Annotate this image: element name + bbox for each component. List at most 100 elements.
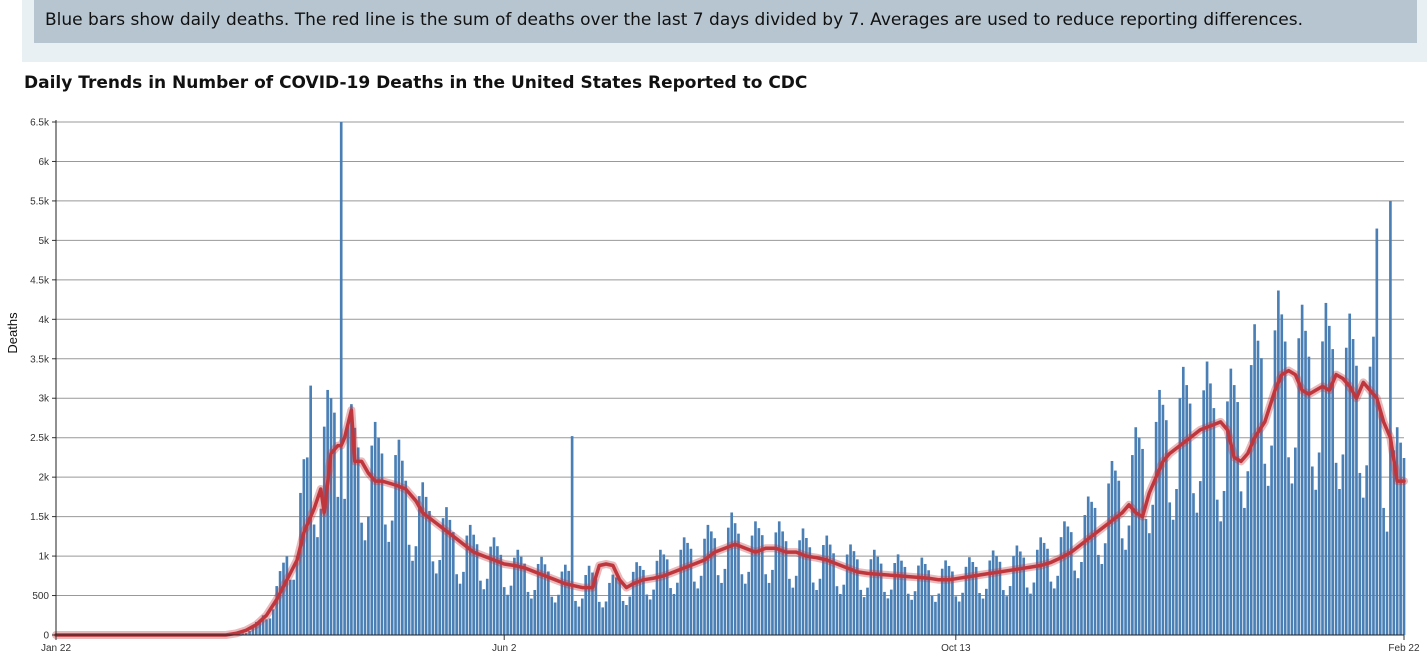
y-tick-label: 2k: [38, 473, 50, 484]
daily-deaths-bar: [1069, 532, 1073, 635]
daily-deaths-bar: [1083, 515, 1087, 635]
daily-deaths-bar: [591, 572, 594, 635]
y-tick-label: 0: [43, 631, 49, 642]
daily-deaths-bar: [614, 577, 618, 635]
daily-deaths-bar: [536, 563, 540, 635]
daily-deaths-bar: [509, 585, 513, 635]
daily-deaths-bar: [1382, 507, 1385, 635]
y-tick-label: 6k: [38, 157, 50, 168]
daily-deaths-bar: [991, 550, 995, 635]
daily-deaths-bar: [1338, 488, 1341, 635]
daily-deaths-bar: [703, 538, 706, 635]
daily-deaths-bar: [1372, 336, 1375, 635]
daily-deaths-bar: [852, 551, 856, 635]
daily-deaths-bar: [920, 557, 924, 635]
daily-deaths-bar: [971, 562, 975, 635]
daily-deaths-bar: [1317, 452, 1321, 635]
daily-deaths-bar: [397, 439, 401, 635]
daily-deaths-bar: [316, 537, 319, 635]
daily-deaths-bar: [815, 590, 818, 635]
daily-deaths-bar: [886, 598, 890, 635]
daily-deaths-bar: [743, 583, 747, 635]
gridlines: [56, 121, 1404, 597]
daily-deaths-bar: [1321, 341, 1324, 635]
daily-deaths-bar: [394, 455, 397, 635]
daily-deaths-bar: [927, 570, 930, 635]
daily-deaths-bar: [618, 580, 621, 635]
daily-deaths-bar: [448, 519, 452, 635]
daily-deaths-bar: [1029, 593, 1032, 635]
daily-deaths-bar: [801, 528, 805, 635]
y-tick-label: 500: [32, 591, 49, 602]
daily-deaths-bar: [1110, 460, 1114, 635]
daily-deaths-bar: [1246, 471, 1250, 635]
y-tick-label: 5k: [38, 236, 50, 247]
daily-deaths-bar: [1185, 385, 1189, 635]
daily-deaths-bar: [363, 540, 367, 635]
daily-deaths-bar: [597, 601, 601, 635]
daily-deaths-bar: [713, 538, 717, 635]
daily-deaths-bar: [1046, 548, 1049, 635]
daily-deaths-bar: [957, 601, 961, 635]
daily-deaths-bar: [866, 587, 869, 635]
daily-deaths-bar: [540, 556, 543, 635]
daily-deaths-bar: [523, 563, 526, 635]
daily-deaths-bar: [292, 579, 296, 635]
daily-deaths-bar: [788, 578, 791, 635]
daily-deaths-bar: [1144, 518, 1148, 635]
daily-deaths-bar: [1141, 448, 1144, 635]
daily-deaths-bar: [550, 596, 554, 635]
daily-deaths-bar: [451, 532, 455, 635]
daily-deaths-bar: [587, 565, 591, 635]
daily-deaths-bar: [567, 570, 571, 636]
daily-deaths-bar: [913, 591, 917, 635]
daily-deaths-bar: [1073, 570, 1076, 635]
daily-deaths-bar: [489, 546, 492, 635]
daily-deaths-bar: [676, 582, 679, 635]
daily-deaths-bar: [1368, 366, 1372, 635]
info-note-text: Blue bars show daily deaths. The red lin…: [45, 10, 1303, 30]
daily-deaths-bar: [1086, 496, 1090, 635]
daily-deaths-bar: [1266, 485, 1270, 635]
daily-deaths-bar: [1114, 470, 1117, 635]
daily-deaths-bar: [876, 556, 880, 635]
daily-deaths-bar: [699, 575, 703, 635]
daily-deaths-bar: [384, 524, 387, 635]
daily-deaths-bar: [686, 542, 689, 635]
daily-deaths-bar: [356, 447, 360, 635]
daily-deaths-bar: [893, 563, 897, 635]
seven-day-average-line: [52, 366, 1408, 639]
y-tick-label: 5.5k: [30, 196, 50, 207]
daily-deaths-bar: [1018, 551, 1022, 635]
daily-deaths-bar: [441, 518, 445, 635]
daily-deaths-bar: [1042, 542, 1046, 635]
y-tick-label: 1k: [38, 552, 50, 563]
daily-deaths-bar: [757, 528, 761, 636]
daily-deaths-bar: [1263, 463, 1267, 635]
daily-deaths-bar: [553, 602, 557, 635]
y-tick-label: 2.5k: [30, 433, 50, 444]
daily-deaths-bar: [995, 556, 998, 635]
daily-deaths-bar: [564, 564, 567, 635]
seven-day-average-path: [54, 368, 1406, 637]
daily-deaths-bar: [1158, 389, 1161, 635]
daily-deaths-bar: [1008, 586, 1012, 635]
daily-deaths-bar: [1202, 390, 1205, 635]
daily-deaths-bar: [1307, 356, 1311, 635]
daily-deaths-bar: [458, 583, 462, 635]
daily-deaths-bar: [974, 566, 978, 635]
daily-deaths-bar: [1076, 578, 1080, 635]
daily-deaths-bar: [822, 545, 825, 635]
daily-deaths-bar: [1375, 228, 1379, 636]
daily-deaths-bar: [665, 559, 669, 635]
daily-deaths-bar: [414, 546, 418, 635]
daily-deaths-bar: [917, 565, 920, 635]
daily-deaths-bar: [1300, 304, 1304, 635]
daily-deaths-bar: [438, 560, 442, 635]
daily-deaths-bar: [679, 549, 683, 635]
daily-deaths-bar: [1032, 582, 1036, 635]
daily-deaths-bar: [353, 427, 357, 635]
daily-deaths-bar: [1066, 526, 1070, 635]
daily-deaths-bar: [764, 574, 767, 635]
